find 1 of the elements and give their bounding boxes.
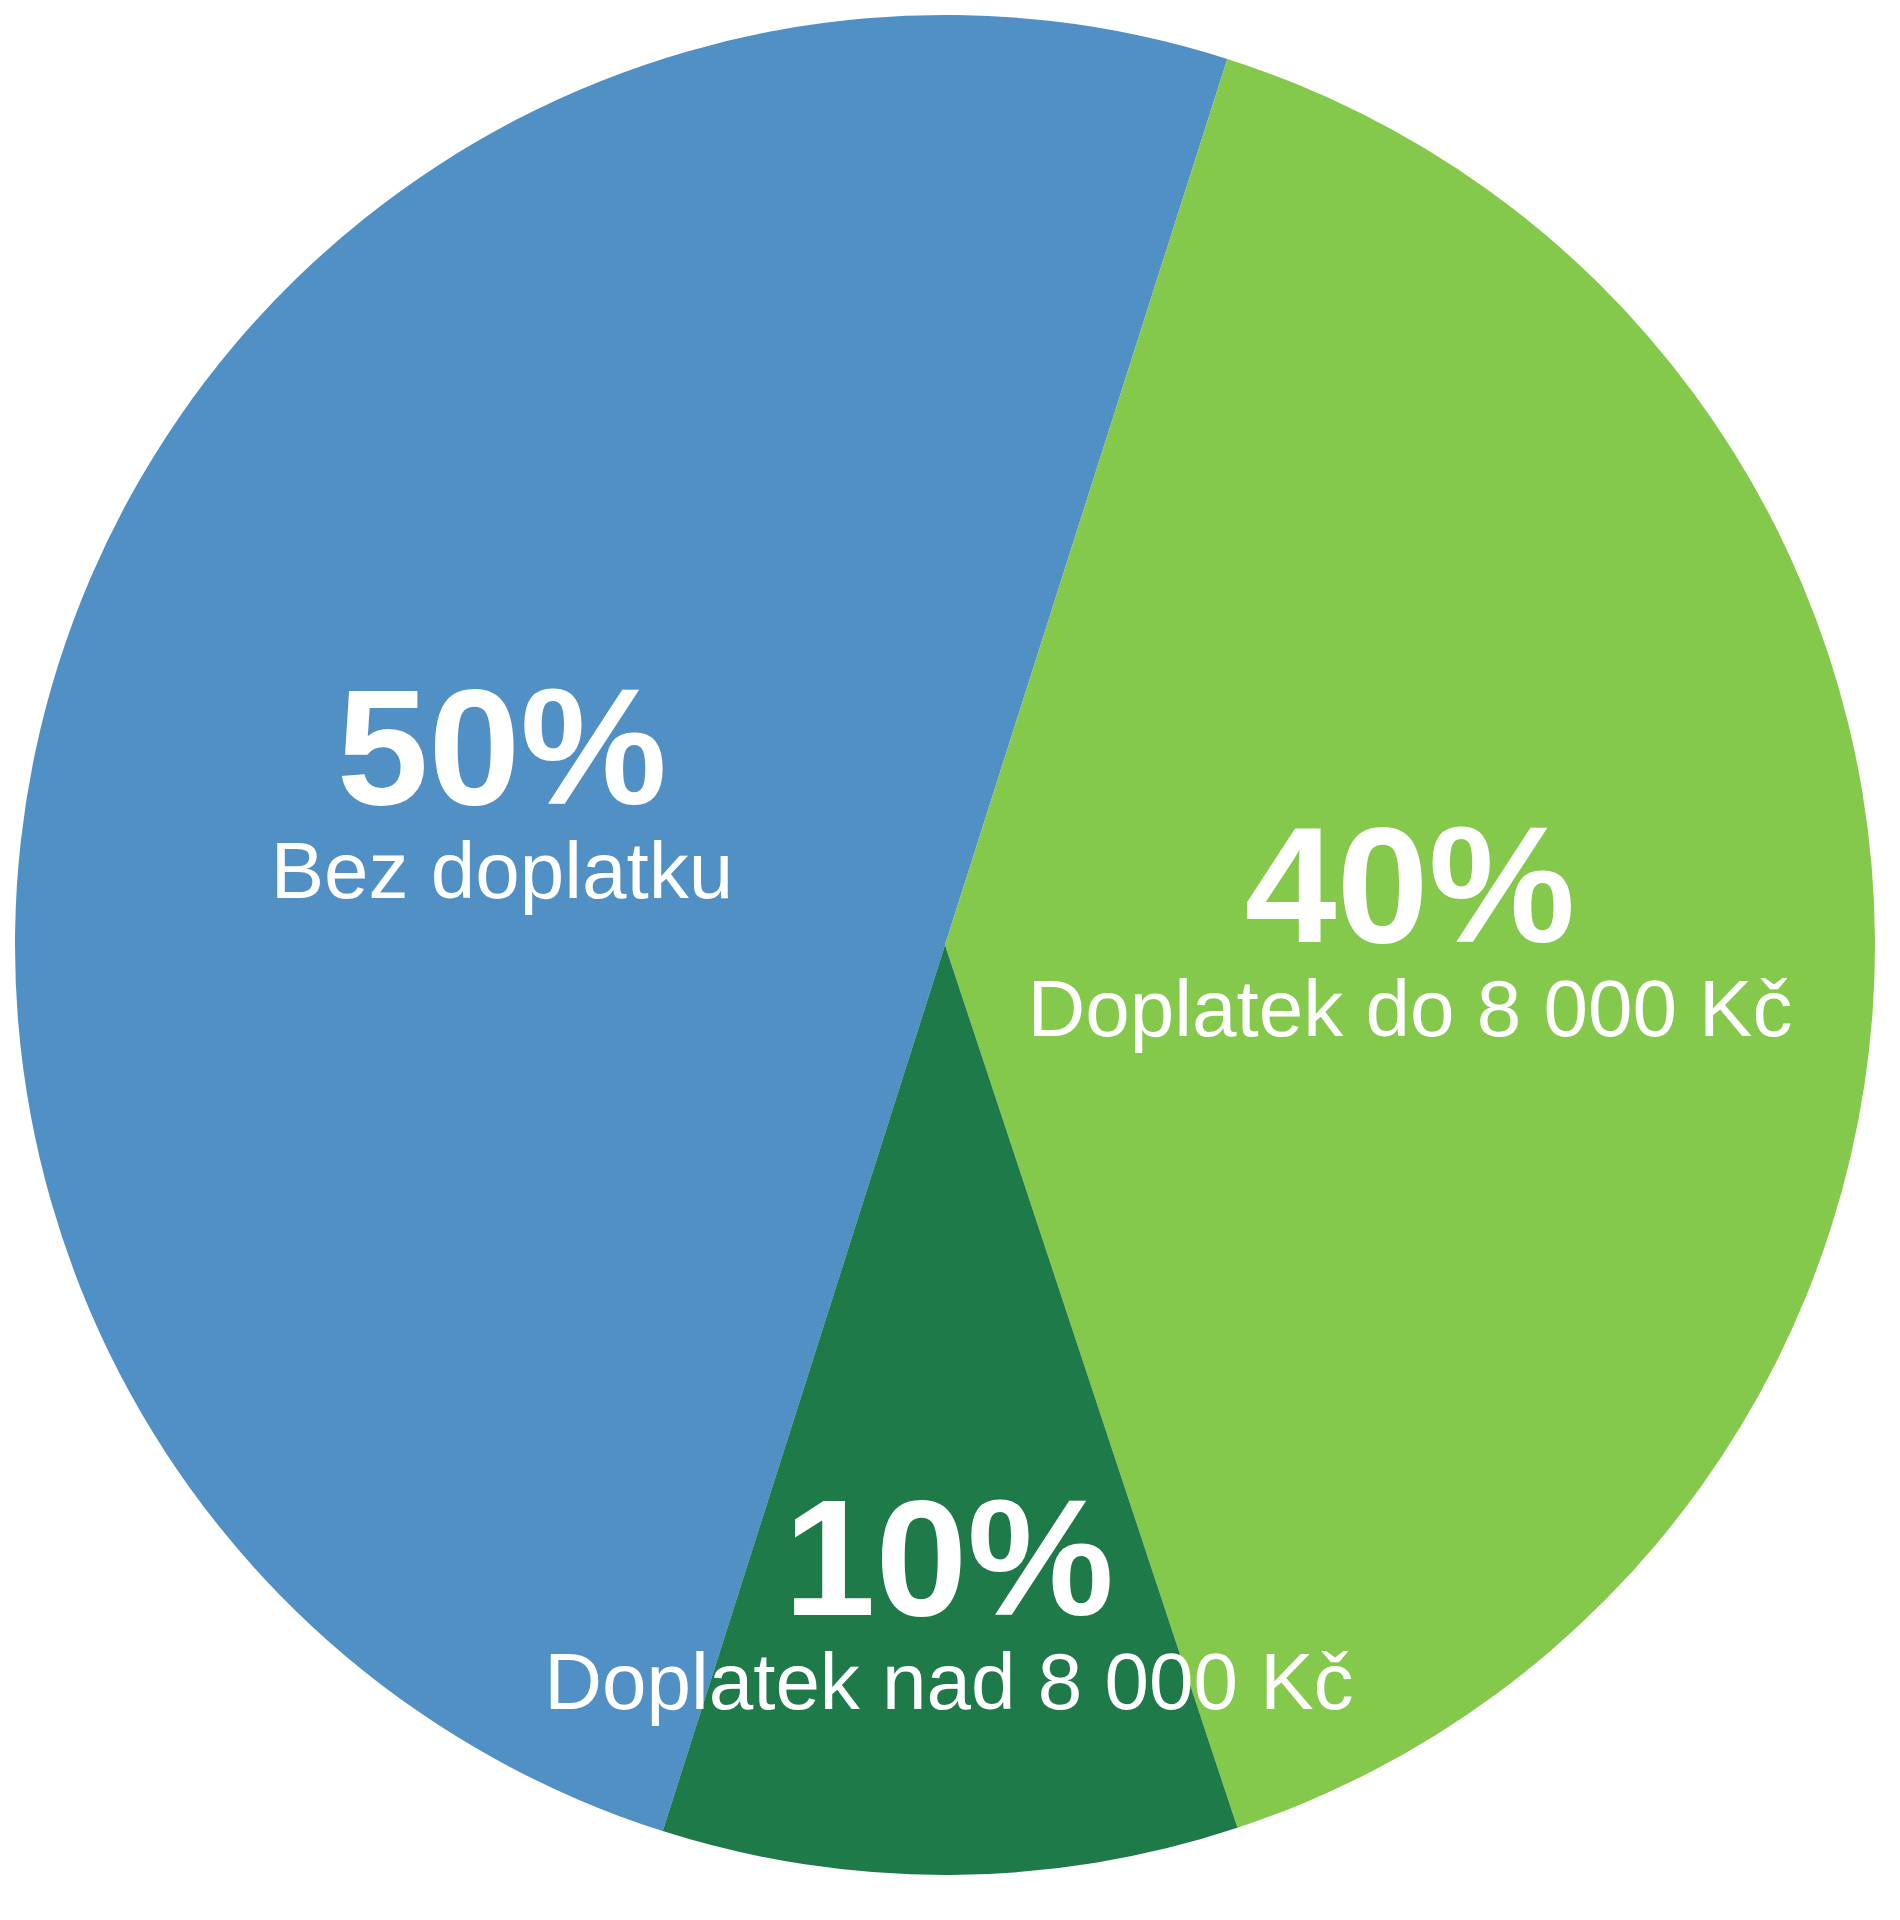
data-label: 10%	[783, 1465, 1114, 1650]
